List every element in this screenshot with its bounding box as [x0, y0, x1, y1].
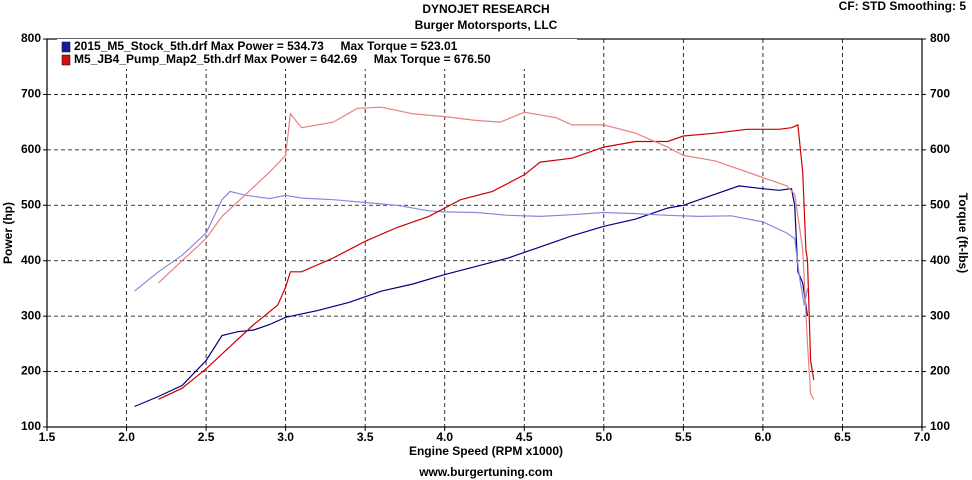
x-tick-label: 4.0 [436, 430, 453, 444]
legend-swatch [61, 54, 71, 66]
y2-tick-label: 500 [930, 197, 950, 211]
y-tick-label: 500 [21, 197, 41, 211]
y-tick-label: 800 [21, 31, 41, 45]
x-tick-label: 5.5 [675, 430, 692, 444]
y2-tick-label: 400 [930, 253, 950, 267]
x-axis-label: Engine Speed (RPM x1000) [409, 444, 563, 458]
plot-area [46, 38, 923, 428]
y-axis-label: Power (hp) [1, 202, 15, 264]
series-line [134, 190, 809, 306]
x-tick-label: 6.5 [834, 430, 851, 444]
series-line [157, 106, 815, 400]
series-line [134, 185, 809, 408]
legend-swatch [61, 41, 71, 53]
y2-tick-label: 600 [930, 142, 950, 156]
x-tick-label: 2.0 [118, 430, 135, 444]
legend-label: 2015_M5_Stock_5th.drf Max Power = 534.73… [74, 39, 458, 53]
y2-tick-label: 300 [930, 308, 950, 322]
x-tick-label: 3.0 [277, 430, 294, 444]
corner-note: CF: STD Smoothing: 5 [839, 0, 967, 13]
legend-box [57, 39, 577, 69]
y-tick-label: 100 [21, 419, 41, 433]
series-line [158, 124, 815, 400]
chart-title: DYNOJET RESEARCH [422, 2, 549, 16]
x-tick-label: 2.5 [198, 430, 215, 444]
footer: www.burgertuning.com [418, 465, 553, 479]
y2-tick-label: 700 [930, 87, 950, 101]
y-tick-label: 300 [21, 308, 41, 322]
y-tick-label: 600 [21, 142, 41, 156]
legend-label: M5_JB4_Pump_Map2_5th.drf Max Power = 642… [74, 52, 491, 66]
chart-subtitle: Burger Motorsports, LLC [415, 18, 558, 32]
x-tick-label: 4.5 [516, 430, 533, 444]
x-tick-label: 5.0 [595, 430, 612, 444]
x-tick-label: 7.0 [914, 430, 931, 444]
y2-tick-label: 800 [930, 31, 950, 45]
y-tick-label: 200 [21, 364, 41, 378]
y2-tick-label: 100 [930, 419, 950, 433]
x-tick-label: 3.5 [357, 430, 374, 444]
y2-tick-label: 200 [930, 364, 950, 378]
y-tick-label: 400 [21, 253, 41, 267]
y-tick-label: 700 [21, 87, 41, 101]
y2-axis-label: Torque (ft-lbs) [956, 193, 970, 273]
x-tick-label: 6.0 [755, 430, 772, 444]
x-tick-label: 1.5 [39, 430, 56, 444]
